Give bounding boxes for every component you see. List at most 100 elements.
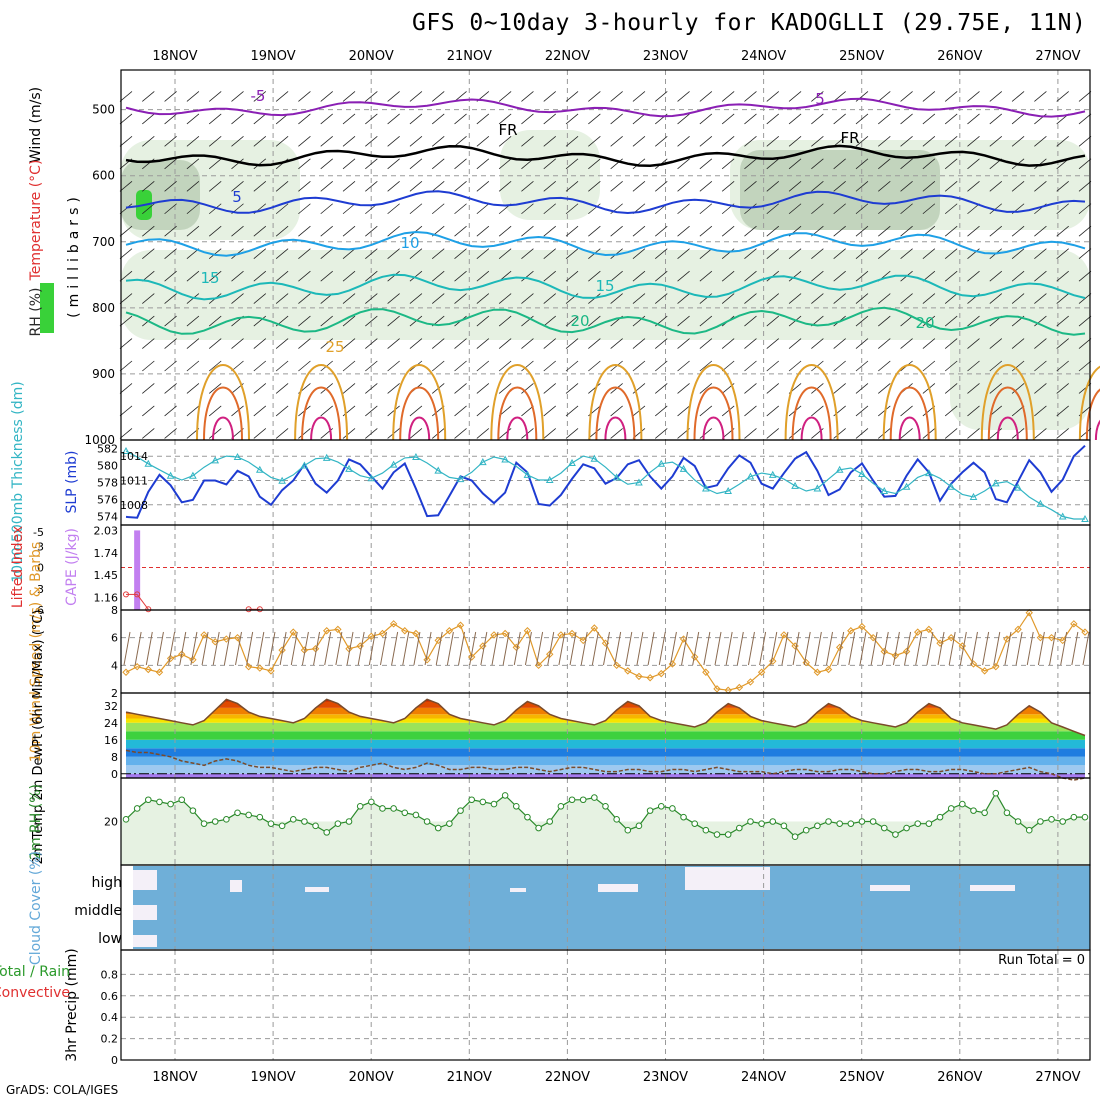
wind-barb xyxy=(142,91,155,102)
rh-point xyxy=(847,820,855,827)
rh-point xyxy=(802,826,810,834)
wind-barb xyxy=(855,270,869,282)
rh-point xyxy=(423,818,431,825)
wind-barb xyxy=(365,91,378,102)
contour-label: 20 xyxy=(915,314,934,332)
wind-speed-point xyxy=(746,678,755,686)
wind-barb xyxy=(454,113,467,125)
wind-barb xyxy=(498,293,512,304)
wind-barb xyxy=(699,293,713,304)
wind-barb xyxy=(1078,113,1092,125)
wind-speed-point xyxy=(389,620,398,628)
wind-speed-line xyxy=(125,611,1086,691)
y-axis-label: 2m RH (%) xyxy=(28,784,44,860)
wind-barb xyxy=(588,270,601,282)
thickness-tick-label: 578 xyxy=(97,477,118,490)
wind-speed-point xyxy=(947,633,955,642)
rh-point xyxy=(546,818,554,825)
panels xyxy=(40,130,1090,949)
wind-barb xyxy=(409,203,423,215)
wind-speed-point xyxy=(691,653,699,661)
wind-barb xyxy=(253,293,267,304)
rh-point xyxy=(680,813,687,821)
wind-barb xyxy=(164,293,177,304)
wind-barb xyxy=(788,136,802,147)
wind-barb xyxy=(253,180,267,192)
wind-barb xyxy=(967,158,980,170)
thickness-point xyxy=(902,482,911,490)
wind-speed-point xyxy=(267,667,275,675)
wind-barb-10m xyxy=(502,631,510,666)
wind-barb xyxy=(900,113,913,125)
isotherm-loop xyxy=(212,416,234,441)
wind-barb xyxy=(253,136,267,147)
wind-barb xyxy=(610,338,623,349)
wind-barb xyxy=(654,248,668,259)
wind-barb xyxy=(409,113,423,125)
wind-speed-point xyxy=(780,631,788,639)
wind-barb xyxy=(498,180,512,192)
rh-point xyxy=(535,824,542,832)
wind-barb xyxy=(231,113,244,125)
wind-barb xyxy=(342,203,356,215)
contour-label: 25 xyxy=(325,338,344,356)
wind-barb xyxy=(989,225,1003,237)
wind-barb xyxy=(967,248,980,259)
cloud-row-label: low xyxy=(98,931,122,947)
wind-barb xyxy=(677,338,690,349)
wind-speed-point xyxy=(401,627,409,635)
wind-barb-10m xyxy=(569,631,577,666)
wind-barb xyxy=(164,91,177,102)
wind-barb-10m xyxy=(190,631,198,666)
wind-barb xyxy=(476,428,490,439)
wind-barb xyxy=(409,91,423,102)
wind-barb xyxy=(654,383,668,394)
wind-speed-point xyxy=(1036,633,1045,642)
wind-barb xyxy=(431,180,445,192)
wind-barb xyxy=(231,158,244,170)
wind-barb-10m xyxy=(747,631,755,666)
wind-barb-10m xyxy=(859,631,867,666)
wind-barb xyxy=(1056,315,1069,327)
wind-barb xyxy=(164,405,177,417)
wind-barb xyxy=(677,383,690,394)
wind-barb xyxy=(855,338,869,349)
wind-barb xyxy=(632,136,646,147)
isotherm-loop xyxy=(294,364,349,441)
wind-speed-point xyxy=(378,629,387,638)
thickness-point xyxy=(278,476,286,484)
rh-point xyxy=(925,820,933,827)
wind-barb-10m xyxy=(268,631,276,666)
wind-barb xyxy=(922,180,936,192)
isotherm-loop xyxy=(196,364,250,441)
isotherm-loop xyxy=(693,386,734,441)
wind-barb xyxy=(944,203,958,215)
wind-barb-10m xyxy=(803,631,811,666)
wind-barb xyxy=(766,248,780,259)
wind-barb-10m xyxy=(904,631,912,666)
rh-point xyxy=(669,805,676,812)
wind-barb xyxy=(186,91,200,102)
thickness-point xyxy=(858,469,866,477)
wind-barb-10m xyxy=(1082,631,1090,666)
thickness-point xyxy=(1036,499,1045,507)
wind-barb xyxy=(588,158,601,170)
wind-barb-10m xyxy=(524,631,532,666)
wind-barb xyxy=(409,405,423,417)
wind-barb xyxy=(788,158,802,170)
wind-barb xyxy=(677,203,690,215)
wind-barb xyxy=(208,315,222,327)
wind-barb xyxy=(298,158,311,170)
wind-barb xyxy=(1011,270,1025,282)
rh-point xyxy=(903,824,910,832)
wind-barb xyxy=(989,136,1003,147)
wind-barb xyxy=(811,293,824,304)
wind-barb xyxy=(476,360,490,372)
wind-barb xyxy=(454,338,467,349)
wind-barb xyxy=(632,91,646,102)
wind-barb xyxy=(521,91,534,102)
isotherm-loop xyxy=(784,364,839,441)
wind-barb xyxy=(565,91,579,102)
temp-tick-label: 8 xyxy=(111,751,118,764)
wind-barb xyxy=(208,248,222,259)
